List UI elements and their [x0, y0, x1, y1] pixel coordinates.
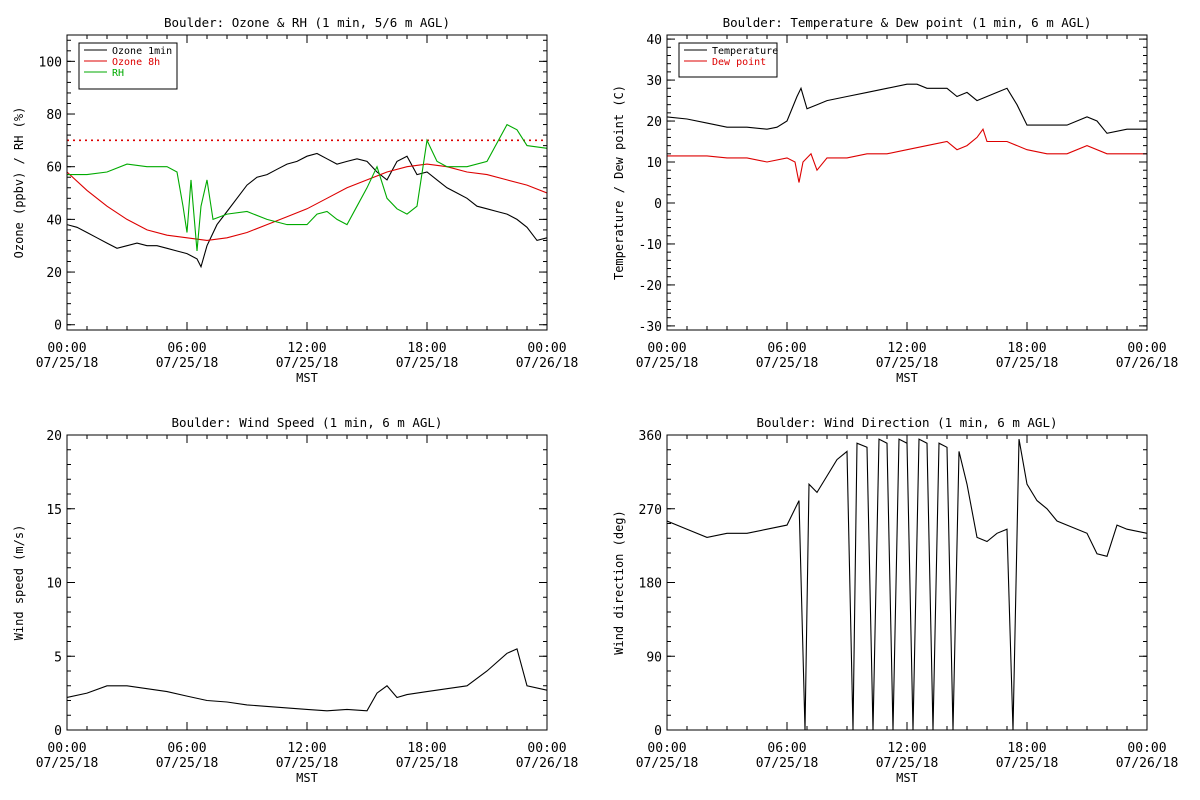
- x-tick-label-date: 07/25/18: [636, 356, 699, 371]
- x-tick-label-date: 07/25/18: [156, 356, 219, 371]
- x-tick-label-time: 00:00: [1127, 341, 1166, 356]
- y-tick-label: 0: [654, 197, 662, 212]
- series-line-3: [67, 123, 547, 252]
- x-tick-label-time: 06:00: [767, 741, 806, 756]
- chart-title: Boulder: Wind Speed (1 min, 6 m AGL): [172, 415, 443, 430]
- y-tick-label: 100: [39, 55, 62, 70]
- chart-title: Boulder: Wind Direction (1 min, 6 m AGL): [756, 415, 1057, 430]
- legend-label: RH: [112, 68, 124, 79]
- x-tick-label-time: 18:00: [1007, 741, 1046, 756]
- x-tick-label-time: 00:00: [527, 341, 566, 356]
- x-tick-label-time: 18:00: [1007, 341, 1046, 356]
- y-tick-label: -30: [639, 320, 662, 335]
- x-tick-label-time: 18:00: [407, 341, 446, 356]
- x-tick-label-time: 12:00: [287, 341, 326, 356]
- x-tick-label-time: 06:00: [767, 341, 806, 356]
- y-axis-label: Ozone (ppbv) / RH (%): [12, 107, 26, 259]
- series-line-1: [667, 83, 1147, 134]
- chart-title: Boulder: Temperature & Dew point (1 min,…: [723, 15, 1092, 30]
- y-tick-label: 20: [646, 115, 662, 130]
- x-tick-label-date: 07/25/18: [276, 756, 339, 771]
- chart-panel-3: Boulder: Wind Speed (1 min, 6 m AGL) 0 5 10…: [12, 415, 578, 785]
- legend-label: Dew point: [712, 57, 766, 68]
- legend-box: [78, 42, 178, 90]
- x-axis-label: MST: [296, 371, 318, 385]
- y-tick-label: 270: [639, 503, 662, 518]
- y-axis-label: Wind speed (m/s): [12, 525, 26, 641]
- legend-label: Ozone 8h: [112, 57, 160, 68]
- series-line-1: [67, 648, 547, 712]
- y-tick-label: 40: [646, 33, 662, 48]
- x-tick-label-time: 06:00: [167, 341, 206, 356]
- x-tick-label-time: 12:00: [287, 741, 326, 756]
- x-tick-label-date: 07/25/18: [36, 356, 99, 371]
- x-tick-label-date: 07/26/18: [1116, 756, 1179, 771]
- x-tick-label-time: 00:00: [47, 741, 86, 756]
- x-tick-label-date: 07/26/18: [516, 356, 579, 371]
- y-tick-label: 80: [46, 108, 62, 123]
- chart-panel-2: Boulder: Temperature & Dew point (1 min,…: [612, 15, 1178, 385]
- y-tick-label: 0: [54, 724, 62, 739]
- x-axis-label: MST: [896, 371, 918, 385]
- x-tick-label-date: 07/25/18: [876, 356, 939, 371]
- x-tick-label-date: 07/25/18: [996, 356, 1059, 371]
- plot-frame: [666, 34, 1148, 331]
- y-tick-label: 360: [639, 429, 662, 444]
- y-tick-label: 60: [46, 161, 62, 176]
- x-tick-label-time: 06:00: [167, 741, 206, 756]
- chart-panel-1: Boulder: Ozone & RH (1 min, 5/6 m AGL) 0 2…: [12, 15, 578, 385]
- x-tick-label-date: 07/25/18: [156, 756, 219, 771]
- series-line-1: [67, 152, 547, 269]
- y-tick-label: 90: [646, 650, 662, 665]
- y-tick-label: 0: [654, 724, 662, 739]
- x-tick-label-time: 00:00: [647, 341, 686, 356]
- chart-title: Boulder: Ozone & RH (1 min, 5/6 m AGL): [164, 15, 450, 30]
- y-tick-label: 40: [46, 213, 62, 228]
- x-tick-label-time: 00:00: [1127, 741, 1166, 756]
- x-tick-label-time: 00:00: [647, 741, 686, 756]
- x-tick-label-time: 18:00: [407, 741, 446, 756]
- y-tick-label: 180: [639, 577, 662, 592]
- series-line-2: [667, 128, 1147, 183]
- y-axis-label: Temperature / Dew point (C): [612, 85, 626, 280]
- y-tick-label: 30: [646, 74, 662, 89]
- legend-label: Temperature: [712, 46, 778, 57]
- y-tick-label: 10: [646, 156, 662, 171]
- x-axis-label: MST: [896, 771, 918, 785]
- y-tick-label: -10: [639, 238, 662, 253]
- series-line-2: [67, 163, 547, 241]
- x-tick-label-date: 07/25/18: [756, 756, 819, 771]
- legend-box: [678, 42, 778, 78]
- y-tick-label: 15: [46, 503, 62, 518]
- y-tick-label: 0: [54, 319, 62, 334]
- plot-frame: [666, 434, 1148, 731]
- series-line-1: [667, 438, 1147, 730]
- y-axis-label: Wind direction (deg): [612, 510, 626, 655]
- x-tick-label-date: 07/25/18: [276, 356, 339, 371]
- x-tick-label-date: 07/25/18: [36, 756, 99, 771]
- y-tick-label: 5: [54, 650, 62, 665]
- x-tick-label-time: 00:00: [527, 741, 566, 756]
- x-tick-label-date: 07/26/18: [1116, 356, 1179, 371]
- legend-label: Ozone 1min: [112, 46, 172, 57]
- x-tick-label-date: 07/26/18: [516, 756, 579, 771]
- x-tick-label-time: 00:00: [47, 341, 86, 356]
- plot-frame: [66, 434, 548, 731]
- x-tick-label-date: 07/25/18: [996, 756, 1059, 771]
- x-tick-label-date: 07/25/18: [876, 756, 939, 771]
- x-tick-label-date: 07/25/18: [756, 356, 819, 371]
- x-axis-label: MST: [296, 771, 318, 785]
- y-tick-label: 20: [46, 429, 62, 444]
- chart-panel-4: Boulder: Wind Direction (1 min, 6 m AGL)…: [612, 415, 1178, 785]
- y-tick-label: 10: [46, 577, 62, 592]
- x-tick-label-date: 07/25/18: [396, 756, 459, 771]
- x-tick-label-time: 12:00: [887, 741, 926, 756]
- y-tick-label: -20: [639, 279, 662, 294]
- y-tick-label: 20: [46, 266, 62, 281]
- x-tick-label-date: 07/25/18: [636, 756, 699, 771]
- x-tick-label-date: 07/25/18: [396, 356, 459, 371]
- x-tick-label-time: 12:00: [887, 341, 926, 356]
